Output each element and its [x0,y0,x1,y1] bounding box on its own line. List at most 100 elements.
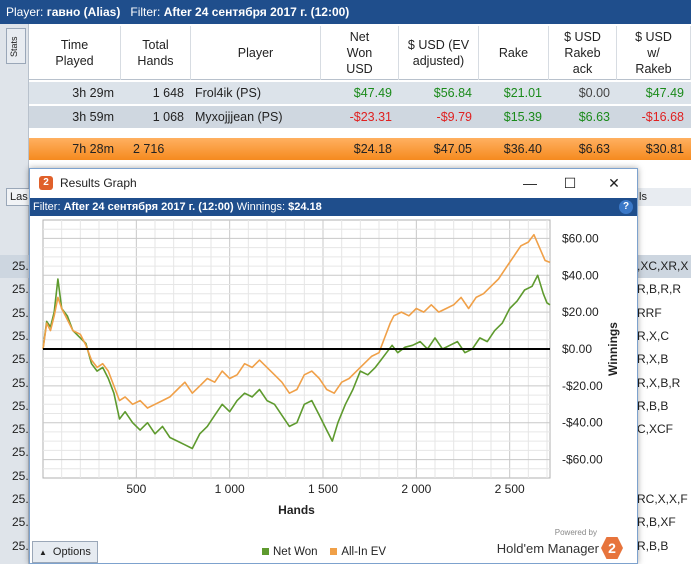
hand-row-actions[interactable]: RC,X,X,F [637,492,688,506]
col-time-played[interactable]: Time Played [29,26,121,80]
hand-row-actions[interactable]: R,B,B [637,538,669,553]
cell-ev: $56.84 [433,86,472,100]
hand-row-id[interactable]: 25. [12,422,29,437]
hand-row-actions[interactable]: ,XC,XR,X [635,255,691,278]
cell-with-rakeback: $47.49 [645,86,684,100]
options-button[interactable]: ▲ Options [32,541,98,563]
hand-row-id[interactable]: 25. [12,538,29,553]
hand-row-actions[interactable] [635,465,691,488]
cell-time: 3h 59m [72,110,114,124]
hand-row-id[interactable]: 25. [0,255,29,278]
hand-row-actions[interactable]: R,X,C [637,328,670,343]
y-tick-label: -$20.00 [562,379,603,393]
series-line-net-won [42,274,551,450]
hand-row-id[interactable]: 25. [12,328,29,343]
cell-hands: 1 648 [152,86,184,100]
filter-label: Filter: [130,5,161,19]
minimize-button[interactable]: — [523,175,537,191]
cell-hands: 1 068 [152,110,184,124]
stats-tab-label: Stats [9,36,19,57]
hand-row-actions[interactable]: R,B,R,R [637,282,682,297]
cell-ev: -$9.79 [436,110,472,124]
winnings-value: $24.18 [288,201,322,213]
y-tick-label: $40.00 [562,268,599,282]
hand-row-id[interactable]: 25. [12,515,29,530]
stats-grid-header: Time Played Total Hands Player Net Won U… [29,26,691,80]
hand-row-id[interactable]: 25. [12,468,29,483]
results-chart: 500 1 000 1 500 2 000 2 500 $60.00 $40.00 $20.0… [42,219,620,517]
graph-filter-value: After 24 сентября 2017 г. (12:00) [63,201,234,213]
x-tick-label: 1 500 [308,482,338,496]
hand-row-id[interactable]: 25. [12,375,29,390]
cell-net-won: $47.49 [353,86,392,100]
hand-row-actions[interactable]: R,X,B,R [637,375,681,390]
legend-swatch-net-won [262,548,269,555]
graph-filter-bar: Filter: After 24 сентября 2017 г. (12:00… [30,198,637,216]
col-rakeback[interactable]: $ USD Rakeb ack [549,26,617,80]
triangle-up-icon: ▲ [39,548,47,557]
table-row[interactable]: 3h 59m 1 068 Myxojjjean (PS) -$23.31 -$9… [29,106,691,128]
maximize-button[interactable]: ☐ [563,175,577,191]
player-label: Player: [6,5,44,19]
total-with-rakeback: $30.81 [645,142,684,156]
cell-time: 3h 29m [72,86,114,100]
hand-row-id[interactable]: 25. [12,445,29,460]
cell-rake: $21.01 [503,86,542,100]
hand-row-id[interactable]: 25. [12,305,29,320]
hand-row-actions[interactable]: R,B,XF [637,515,676,530]
col-rake[interactable]: Rake [479,26,549,80]
total-rakeback: $6.63 [578,142,610,156]
cell-with-rakeback: -$16.68 [641,110,684,124]
left-side-strip [0,24,29,564]
cell-player: Frol4ik (PS) [195,86,261,100]
col-player[interactable]: Player [191,26,321,80]
x-axis-title: Hands [278,503,315,517]
cell-rakeback: $6.63 [578,110,610,124]
cell-net-won: -$23.31 [349,110,392,124]
hand-row-actions[interactable]: R,X,B [637,352,669,367]
total-ev: $47.05 [433,142,472,156]
graph-window-title: Results Graph [60,176,137,190]
hm-hex-logo-icon: 2 [601,537,623,559]
cell-player: Myxojjjean (PS) [195,110,283,124]
brand-name: Hold'em Manager [496,541,599,556]
winnings-label: Winnings: [236,201,286,213]
last-hands-tab[interactable]: Las [6,188,30,206]
help-icon[interactable]: ? [619,200,633,214]
hand-row-actions[interactable] [635,441,691,464]
hand-row-id[interactable]: 25. [12,492,29,506]
total-rake: $36.40 [503,142,542,156]
hand-row-actions[interactable]: R,B,B [637,398,669,413]
hm-logo-icon: 2 [39,176,53,190]
x-tick-label: 2 000 [401,482,431,496]
graph-title-bar[interactable]: 2 Results Graph — ☐ ✕ [30,169,637,198]
x-tick-label: 1 000 [215,482,245,496]
y-tick-label: $60.00 [562,231,599,245]
col-net-won[interactable]: Net Won USD [321,26,399,80]
stats-tab[interactable]: Stats [6,28,26,64]
actions-column-header[interactable]: ls [637,188,691,206]
cell-rake: $15.39 [503,110,542,124]
hand-row-actions[interactable]: RRF [637,305,662,320]
total-hands: 2 716 [133,142,165,156]
brand: Powered by Hold'em Manager [497,528,599,560]
close-button[interactable]: ✕ [608,175,620,191]
y-tick-label: -$40.00 [562,416,603,430]
hand-row-id[interactable]: 25. [12,282,29,297]
report-filter-bar: Player: гавно (Alias) Filter: After 24 с… [0,0,691,24]
hand-row-id[interactable]: 25. [12,398,29,413]
col-total-hands[interactable]: Total Hands [121,26,191,80]
total-time: 7h 28m [72,142,114,156]
legend-net-won: Net Won [273,546,318,558]
col-with-rakeback[interactable]: $ USD w/ Rakeb [617,26,691,80]
cell-rakeback: $0.00 [578,86,610,100]
graph-filter-label: Filter: [33,201,61,213]
col-ev-adjusted[interactable]: $ USD (EV adjusted) [399,26,479,80]
hand-row-actions[interactable]: C,XCF [637,422,673,437]
table-row[interactable]: 3h 29m 1 648 Frol4ik (PS) $47.49 $56.84 … [29,82,691,104]
y-axis-title: Winnings [606,322,620,376]
y-tick-label: $20.00 [562,305,599,319]
y-tick-label: -$60.00 [562,453,603,467]
total-net-won: $24.18 [353,142,392,156]
hand-row-id[interactable]: 25. [12,352,29,367]
